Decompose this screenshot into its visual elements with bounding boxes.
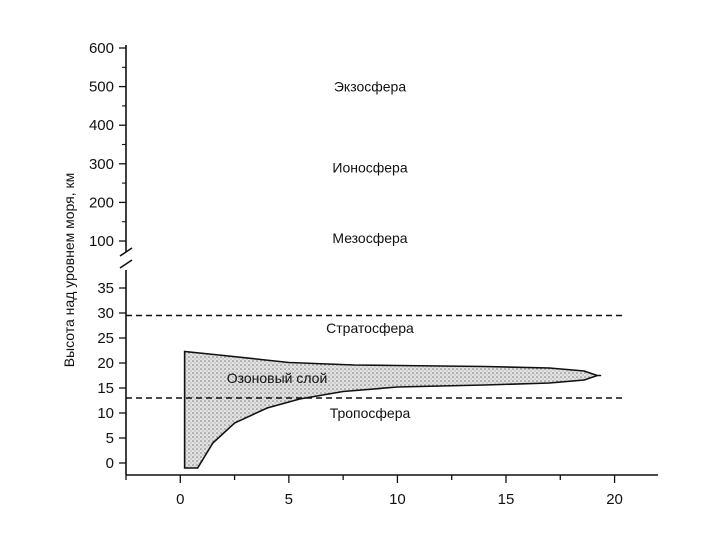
x-tick-label: 20	[606, 491, 623, 508]
y-tick-label: 100	[89, 233, 114, 250]
x-tick-label: 10	[389, 491, 406, 508]
y-tick-label: 15	[97, 380, 114, 397]
x-tick-label: 15	[498, 491, 515, 508]
axis-break-mark	[119, 259, 133, 269]
y-tick-label: 0	[106, 455, 114, 472]
y-tick-label: 10	[97, 405, 114, 422]
y-tick-label: 20	[97, 355, 114, 372]
ozone-layer-label: Озоновый слой	[227, 370, 328, 386]
ozone-layer-area	[183, 350, 602, 469]
y-tick-label: 200	[89, 194, 114, 211]
y-tick-label: 35	[97, 280, 114, 297]
y-tick-label: 30	[97, 305, 114, 322]
y-axis-label: Высота над уровнем моря, км	[61, 173, 77, 368]
x-tick-label: 5	[285, 491, 293, 508]
y-tick-label: 5	[106, 430, 114, 447]
layer-label: Экзосфера	[334, 79, 406, 95]
y-tick-label: 25	[97, 330, 114, 347]
layer-label: Тропосфера	[330, 405, 411, 421]
layer-label: Стратосфера	[326, 320, 414, 336]
y-tick-label: 300	[89, 156, 114, 173]
y-tick-label: 600	[89, 40, 114, 57]
axis-break-mark	[119, 247, 133, 257]
y-tick-label: 400	[89, 117, 114, 134]
y-tick-label: 500	[89, 79, 114, 96]
x-tick-label: 0	[176, 491, 184, 508]
layer-label: Мезосфера	[332, 230, 407, 246]
layer-label: Ионосфера	[332, 160, 407, 176]
